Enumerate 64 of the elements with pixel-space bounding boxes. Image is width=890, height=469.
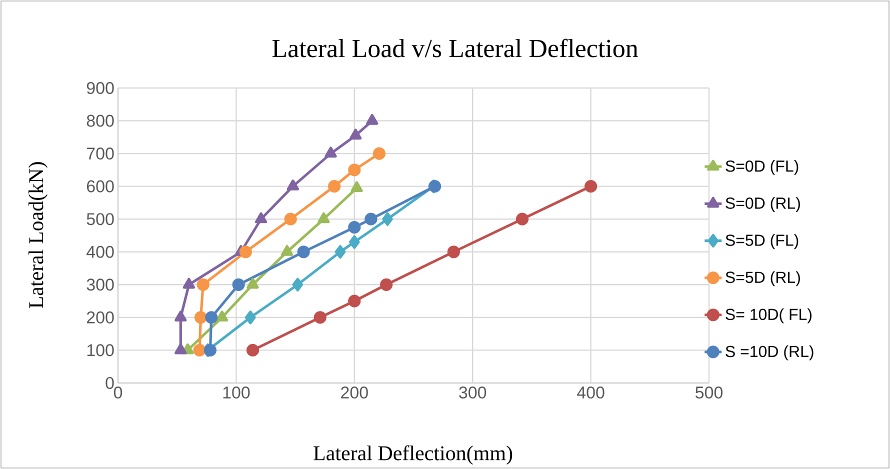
point	[584, 180, 598, 193]
point	[516, 212, 529, 226]
point	[205, 311, 218, 324]
y-tick-label: 600	[86, 180, 114, 192]
x-tick-label: 0	[114, 386, 122, 399]
point	[348, 164, 361, 176]
point	[244, 310, 256, 324]
point	[324, 146, 337, 158]
point	[348, 221, 361, 234]
point	[366, 114, 378, 125]
y-tick-label: 500	[86, 213, 114, 226]
point	[318, 212, 330, 224]
y-tick-label: 200	[86, 311, 114, 324]
point	[280, 245, 294, 256]
point	[350, 181, 363, 192]
legend-label: S=0D (FL)	[726, 160, 798, 175]
x-tick-label: 500	[696, 386, 723, 399]
point	[196, 278, 210, 291]
point	[350, 128, 362, 140]
legend-label: S=0D (RL)	[726, 197, 800, 212]
y-tick-label: 100	[87, 344, 114, 356]
point	[246, 278, 259, 289]
point	[216, 310, 228, 322]
legend-label: S=5D (FL)	[726, 234, 798, 250]
chart-title: Lateral Load v/s Lateral Deflection	[272, 38, 638, 58]
point	[254, 212, 268, 224]
y-tick-label: 700	[87, 148, 114, 160]
point	[174, 343, 187, 354]
point	[328, 180, 341, 193]
y-tick-label: 900	[86, 82, 114, 94]
x-tick-label: 400	[577, 386, 604, 399]
point	[174, 310, 187, 322]
point	[297, 246, 310, 258]
x-tick-label: 200	[341, 386, 368, 399]
x-tick-label: 100	[223, 386, 250, 399]
y-axis-title: Lateral Load(kN)	[28, 162, 48, 308]
point	[286, 180, 300, 190]
point	[348, 294, 361, 308]
legend-label: S=5D (RL)	[726, 271, 800, 286]
point	[372, 147, 386, 160]
legend-label: S= 10D( FL)	[726, 308, 812, 324]
point	[193, 344, 206, 357]
y-tick-label: 800	[86, 114, 114, 127]
point	[182, 278, 195, 289]
point	[292, 278, 304, 292]
point	[314, 311, 326, 324]
point	[380, 278, 393, 291]
point	[348, 235, 360, 249]
point	[232, 278, 245, 291]
legend-label: S =10D (RL)	[726, 345, 814, 360]
point	[447, 246, 460, 258]
point	[194, 311, 208, 324]
point	[382, 212, 393, 226]
x-axis-title: Lateral Deflection(mm)	[314, 445, 512, 465]
point	[204, 344, 217, 357]
y-tick-label: 400	[86, 246, 114, 258]
y-tick-label: 0	[106, 376, 114, 390]
point	[334, 245, 346, 259]
point	[284, 212, 297, 226]
y-tick-label: 300	[86, 278, 114, 291]
x-tick-label: 300	[459, 386, 486, 399]
point	[246, 344, 260, 357]
point	[239, 246, 252, 258]
point	[364, 212, 378, 226]
